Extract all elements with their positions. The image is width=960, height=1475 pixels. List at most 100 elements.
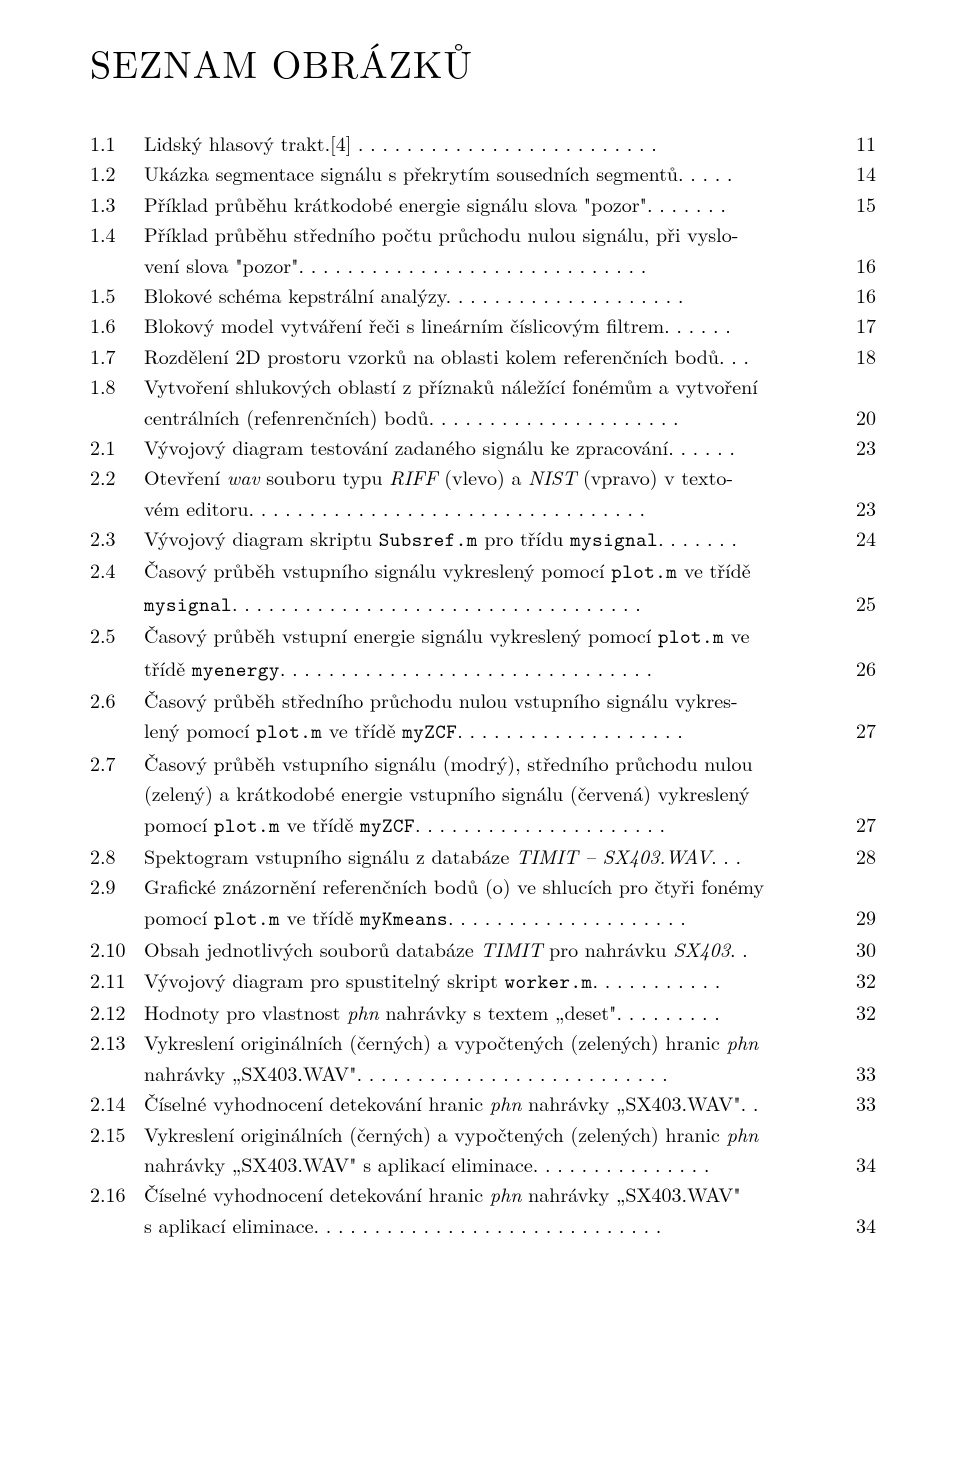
entry-page [832,371,876,401]
lof-entry: 1.5Blokové schéma kepstrální analýzy. . … [90,280,876,310]
entry-description: Vývojový diagram pro spustitelný skript … [144,965,832,997]
entry-description: Vykreslení originálních (černých) a vypo… [144,1027,832,1057]
lof-entry: 2.6Časový průběh středního průchodu nulo… [90,685,876,715]
entry-description: Časový průběh vstupního signálu vykresle… [144,555,832,587]
lof-entry: 2.3Vývojový diagram skriptu Subsref.m pr… [90,523,876,555]
entry-page: 16 [832,250,876,280]
entry-description: Časový průběh vstupního signálu (modrý),… [144,748,832,778]
list-of-figures: 1.1Lidský hlasový trakt.[4] . . . . . . … [90,128,876,1240]
lof-entry: 2.10Obsah jednotlivých souborů databáze … [90,934,876,964]
entry-page [832,219,876,249]
entry-description: Příklad průběhu středního počtu průchodu… [144,219,832,249]
entry-page [832,1119,876,1149]
entry-description: vení slova "pozor". . . . . . . . . . . … [144,250,832,280]
lof-entry: 2.7(zelený) a krátkodobé energie vstupní… [90,778,876,808]
entry-page [832,462,876,492]
lof-entry: 2.1Vývojový diagram testování zadaného s… [90,432,876,462]
entry-page: 25 [832,588,876,620]
entry-number: 2.5 [90,620,144,652]
entry-description: Časový průběh vstupní energie signálu vy… [144,620,832,652]
lof-entry: 2.2Otevření wav souboru typu RIFF (vlevo… [90,462,876,492]
entry-page: 34 [832,1210,876,1240]
entry-description: nahrávky „SX403.WAV". . . . . . . . . . … [144,1058,832,1088]
entry-description: Vykreslení originálních (černých) a vypo… [144,1119,832,1149]
lof-entry: 1.8Vytvoření shlukových oblastí z přízna… [90,371,876,401]
entry-description: Číselné vyhodnocení detekování hranic ph… [144,1088,832,1118]
lof-entry: 2.7pomocí plot.m ve třídě myZCF. . . . .… [90,809,876,841]
entry-description: Ukázka segmentace signálu s překrytím so… [144,158,832,188]
entry-number: 1.8 [90,371,144,401]
entry-page: 20 [832,402,876,432]
lof-entry: 2.5Časový průběh vstupní energie signálu… [90,620,876,652]
lof-entry: 2.6lený pomocí plot.m ve třídě myZCF. . … [90,715,876,747]
entry-number: 1.3 [90,189,144,219]
lof-entry: 1.1Lidský hlasový trakt.[4] . . . . . . … [90,128,876,158]
entry-description: s aplikací eliminace. . . . . . . . . . … [144,1210,832,1240]
entry-description: Obsah jednotlivých souborů databáze TIMI… [144,934,832,964]
entry-number: 1.5 [90,280,144,310]
entry-page: 32 [832,997,876,1027]
entry-number: 1.4 [90,219,144,249]
entry-page: 33 [832,1088,876,1118]
lof-entry: 2.9pomocí plot.m ve třídě myKmeans. . . … [90,902,876,934]
entry-number: 2.13 [90,1027,144,1057]
entry-number: 2.6 [90,685,144,715]
entry-number: 2.4 [90,555,144,587]
entry-page: 26 [832,653,876,685]
entry-description: pomocí plot.m ve třídě myZCF. . . . . . … [144,809,832,841]
entry-description: Hodnoty pro vlastnost phn nahrávky s tex… [144,997,832,1027]
lof-entry: 2.12Hodnoty pro vlastnost phn nahrávky s… [90,997,876,1027]
entry-number: 2.3 [90,523,144,555]
entry-description: Vytvoření shlukových oblastí z příznaků … [144,371,832,401]
lof-entry: 1.8centrálních (refenrenčních) bodů. . .… [90,402,876,432]
entry-page [832,1027,876,1057]
lof-entry: 2.14Číselné vyhodnocení detekování hrani… [90,1088,876,1118]
entry-page: 14 [832,158,876,188]
entry-page: 32 [832,965,876,997]
entry-description: lený pomocí plot.m ve třídě myZCF. . . .… [144,715,832,747]
entry-page: 23 [832,493,876,523]
entry-number: 2.15 [90,1119,144,1149]
lof-entry: 1.2Ukázka segmentace signálu s překrytím… [90,158,876,188]
entry-number: 1.2 [90,158,144,188]
entry-page [832,748,876,778]
lof-entry: 2.13Vykreslení originálních (černých) a … [90,1027,876,1057]
entry-number: 2.14 [90,1088,144,1118]
entry-number: 1.6 [90,310,144,340]
entry-page [832,555,876,587]
entry-number: 2.9 [90,871,144,901]
lof-entry: 2.2vém editoru. . . . . . . . . . . . . … [90,493,876,523]
page: SEZNAM OBRÁZKŮ 1.1Lidský hlasový trakt.[… [0,0,960,1475]
entry-page: 18 [832,341,876,371]
entry-page: 17 [832,310,876,340]
entry-number: 1.1 [90,128,144,158]
entry-description: Vývojový diagram testování zadaného sign… [144,432,832,462]
entry-number: 2.8 [90,841,144,871]
lof-entry: 1.4vení slova "pozor". . . . . . . . . .… [90,250,876,280]
entry-page: 28 [832,841,876,871]
entry-description: Rozdělení 2D prostoru vzorků na oblasti … [144,341,832,371]
entry-description: vém editoru. . . . . . . . . . . . . . .… [144,493,832,523]
entry-description: Příklad průběhu krátkodobé energie signá… [144,189,832,219]
entry-number: 2.7 [90,748,144,778]
entry-page: 27 [832,715,876,747]
entry-number: 1.7 [90,341,144,371]
lof-entry: 2.16Číselné vyhodnocení detekování hrani… [90,1179,876,1209]
lof-entry: 2.15Vykreslení originálních (černých) a … [90,1119,876,1149]
entry-page: 16 [832,280,876,310]
entry-page: 23 [832,432,876,462]
entry-page [832,871,876,901]
entry-description: Lidský hlasový trakt.[4] . . . . . . . .… [144,128,832,158]
entry-number: 2.11 [90,965,144,997]
entry-number: 2.12 [90,997,144,1027]
entry-description: Číselné vyhodnocení detekování hranic ph… [144,1179,832,1209]
entry-number: 2.16 [90,1179,144,1209]
entry-page: 33 [832,1058,876,1088]
entry-page: 15 [832,189,876,219]
entry-page [832,620,876,652]
entry-page: 29 [832,902,876,934]
entry-page [832,778,876,808]
entry-page [832,1179,876,1209]
lof-entry: 2.13nahrávky „SX403.WAV". . . . . . . . … [90,1058,876,1088]
lof-entry: 2.4mysignal. . . . . . . . . . . . . . .… [90,588,876,620]
